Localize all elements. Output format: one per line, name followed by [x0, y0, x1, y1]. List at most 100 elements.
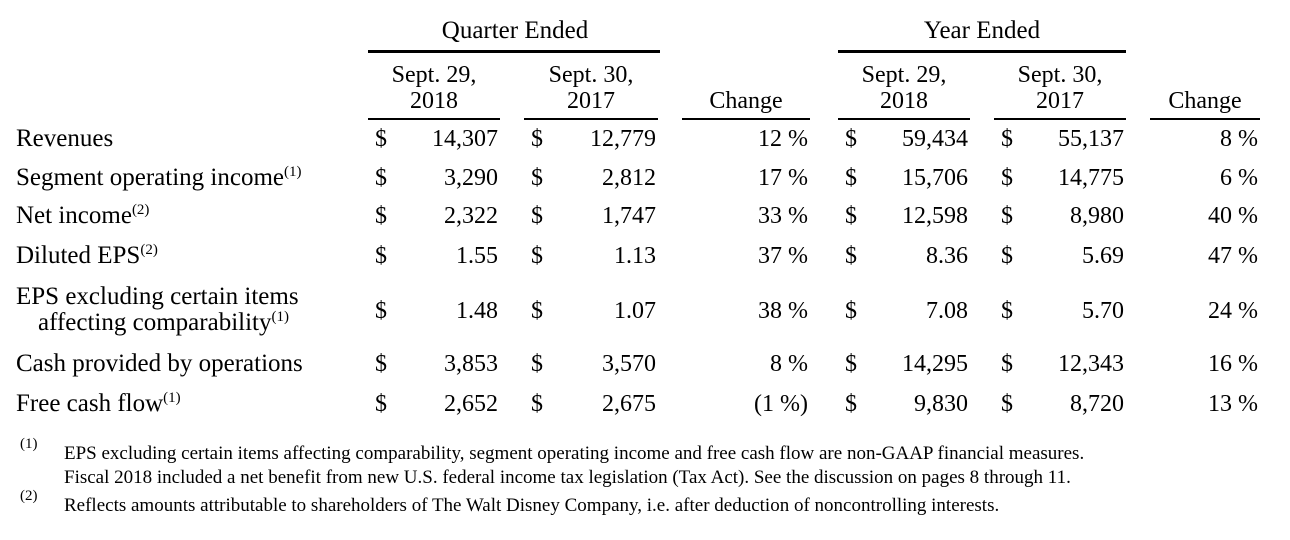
currency-symbol: $ — [1001, 165, 1013, 191]
currency-symbol: $ — [845, 298, 857, 324]
currency-symbol: $ — [531, 203, 543, 229]
row-label-text: Segment operating income — [16, 164, 284, 191]
currency-symbol: $ — [1001, 126, 1013, 152]
col-rule — [1150, 118, 1260, 120]
value-q1: 3,853 — [444, 351, 498, 377]
change-qchg: 38 % — [758, 298, 808, 324]
currency-symbol: $ — [531, 126, 543, 152]
value-y2: 8,720 — [1070, 391, 1124, 417]
currency-symbol: $ — [1001, 298, 1013, 324]
footnote-2-mark: (2) — [20, 488, 38, 504]
col-rule — [524, 118, 658, 120]
currency-symbol: $ — [375, 126, 387, 152]
col-rule — [682, 118, 810, 120]
value-q1: 14,307 — [432, 126, 498, 152]
col-header-line: Sept. 29, — [391, 62, 477, 88]
footnote-ref: (1) — [271, 309, 289, 325]
row-label: Diluted EPS(2) — [16, 241, 158, 271]
row-label: Net income(2) — [16, 201, 149, 231]
value-y2: 14,775 — [1058, 165, 1124, 191]
currency-symbol: $ — [375, 203, 387, 229]
value-q2: 1.13 — [614, 243, 656, 269]
quarter-ended-header: Quarter Ended — [441, 17, 589, 44]
value-y1: 9,830 — [914, 391, 968, 417]
value-y1: 14,295 — [902, 351, 968, 377]
change-qchg: 8 % — [770, 351, 808, 377]
change-ychg: 40 % — [1208, 203, 1258, 229]
currency-symbol: $ — [1001, 391, 1013, 417]
currency-symbol: $ — [1001, 351, 1013, 377]
currency-symbol: $ — [531, 243, 543, 269]
currency-symbol: $ — [845, 391, 857, 417]
change-ychg: 6 % — [1220, 165, 1258, 191]
value-y2: 12,343 — [1058, 351, 1124, 377]
currency-symbol: $ — [375, 165, 387, 191]
currency-symbol: $ — [845, 165, 857, 191]
currency-symbol: $ — [375, 391, 387, 417]
value-q1: 1.55 — [456, 243, 498, 269]
col-header-line: Sept. 30, — [1017, 62, 1103, 88]
change-qchg: 17 % — [758, 165, 808, 191]
col-rule — [994, 118, 1126, 120]
change-ychg: 8 % — [1220, 126, 1258, 152]
value-y1: 8.36 — [926, 243, 968, 269]
footnote-ref: (1) — [163, 390, 181, 406]
currency-symbol: $ — [531, 298, 543, 324]
value-q1: 1.48 — [456, 298, 498, 324]
footnote-line: Reflects amounts attributable to shareho… — [64, 495, 1000, 516]
change-ychg: 13 % — [1208, 391, 1258, 417]
footnote-ref: (2) — [131, 202, 150, 218]
value-q2: 1.07 — [614, 298, 656, 324]
row-label-text: affecting comparability — [38, 309, 272, 336]
col-header-line: Sept. 29, — [861, 62, 947, 88]
row-label-text: Diluted EPS — [16, 242, 141, 269]
year-header-rule — [838, 50, 1126, 53]
row-label-text: Free cash flow — [16, 390, 164, 417]
value-y2: 5.70 — [1082, 298, 1124, 324]
currency-symbol: $ — [531, 391, 543, 417]
value-q2: 1,747 — [602, 203, 656, 229]
quarter-header-rule — [368, 50, 660, 53]
value-y1: 7.08 — [926, 298, 968, 324]
row-label: Cash provided by operations — [16, 349, 303, 379]
col-header-y-2017: Sept. 30, 2017 — [994, 62, 1126, 114]
value-y2: 5.69 — [1082, 243, 1124, 269]
row-label-text: Net income — [16, 202, 132, 229]
col-header-y-2018: Sept. 29, 2018 — [838, 62, 970, 114]
value-q1: 2,652 — [444, 391, 498, 417]
value-y1: 12,598 — [902, 203, 968, 229]
footnote-line: EPS excluding certain items affecting co… — [64, 443, 1085, 464]
footnote-1-mark: (1) — [20, 436, 38, 452]
col-header-q-change: Change — [709, 88, 783, 114]
row-label-line: affecting comparability(1) — [16, 310, 299, 336]
currency-symbol: $ — [1001, 243, 1013, 269]
currency-symbol: $ — [845, 203, 857, 229]
change-qchg: 33 % — [758, 203, 808, 229]
row-label: EPS excluding certain items affecting com… — [16, 284, 299, 336]
col-header-line: 2018 — [880, 88, 928, 114]
value-q2: 12,779 — [590, 126, 656, 152]
value-y2: 8,980 — [1070, 203, 1124, 229]
currency-symbol: $ — [375, 298, 387, 324]
currency-symbol: $ — [375, 243, 387, 269]
row-label: Revenues — [16, 124, 113, 154]
currency-symbol: $ — [845, 126, 857, 152]
currency-symbol: $ — [375, 351, 387, 377]
year-ended-header: Year Ended — [923, 17, 1041, 44]
row-label-text: Revenues — [16, 125, 114, 152]
col-header-line: 2018 — [410, 88, 458, 114]
footnote-2-text: Reflects amounts attributable to shareho… — [64, 494, 999, 518]
currency-symbol: $ — [1001, 203, 1013, 229]
value-y1: 15,706 — [902, 165, 968, 191]
value-y1: 59,434 — [902, 126, 968, 152]
row-label-line: EPS excluding certain items — [16, 283, 299, 310]
currency-symbol: $ — [845, 351, 857, 377]
col-header-line: Sept. 30, — [548, 62, 634, 88]
row-label-text: Cash provided by operations — [16, 350, 303, 377]
footnote-1-text: EPS excluding certain items affecting co… — [64, 442, 1084, 490]
change-qchg: 12 % — [758, 126, 808, 152]
col-header-line: 2017 — [567, 88, 615, 114]
value-q1: 2,322 — [444, 203, 498, 229]
currency-symbol: $ — [845, 243, 857, 269]
value-q2: 2,675 — [602, 391, 656, 417]
